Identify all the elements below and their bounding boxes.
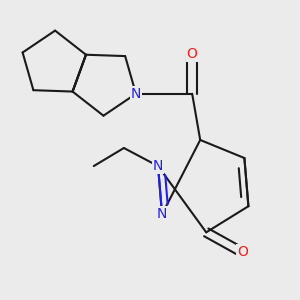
Text: N: N: [153, 159, 163, 173]
Text: O: O: [237, 245, 248, 260]
Text: N: N: [157, 207, 167, 221]
Text: N: N: [131, 87, 141, 101]
Text: O: O: [187, 46, 198, 61]
